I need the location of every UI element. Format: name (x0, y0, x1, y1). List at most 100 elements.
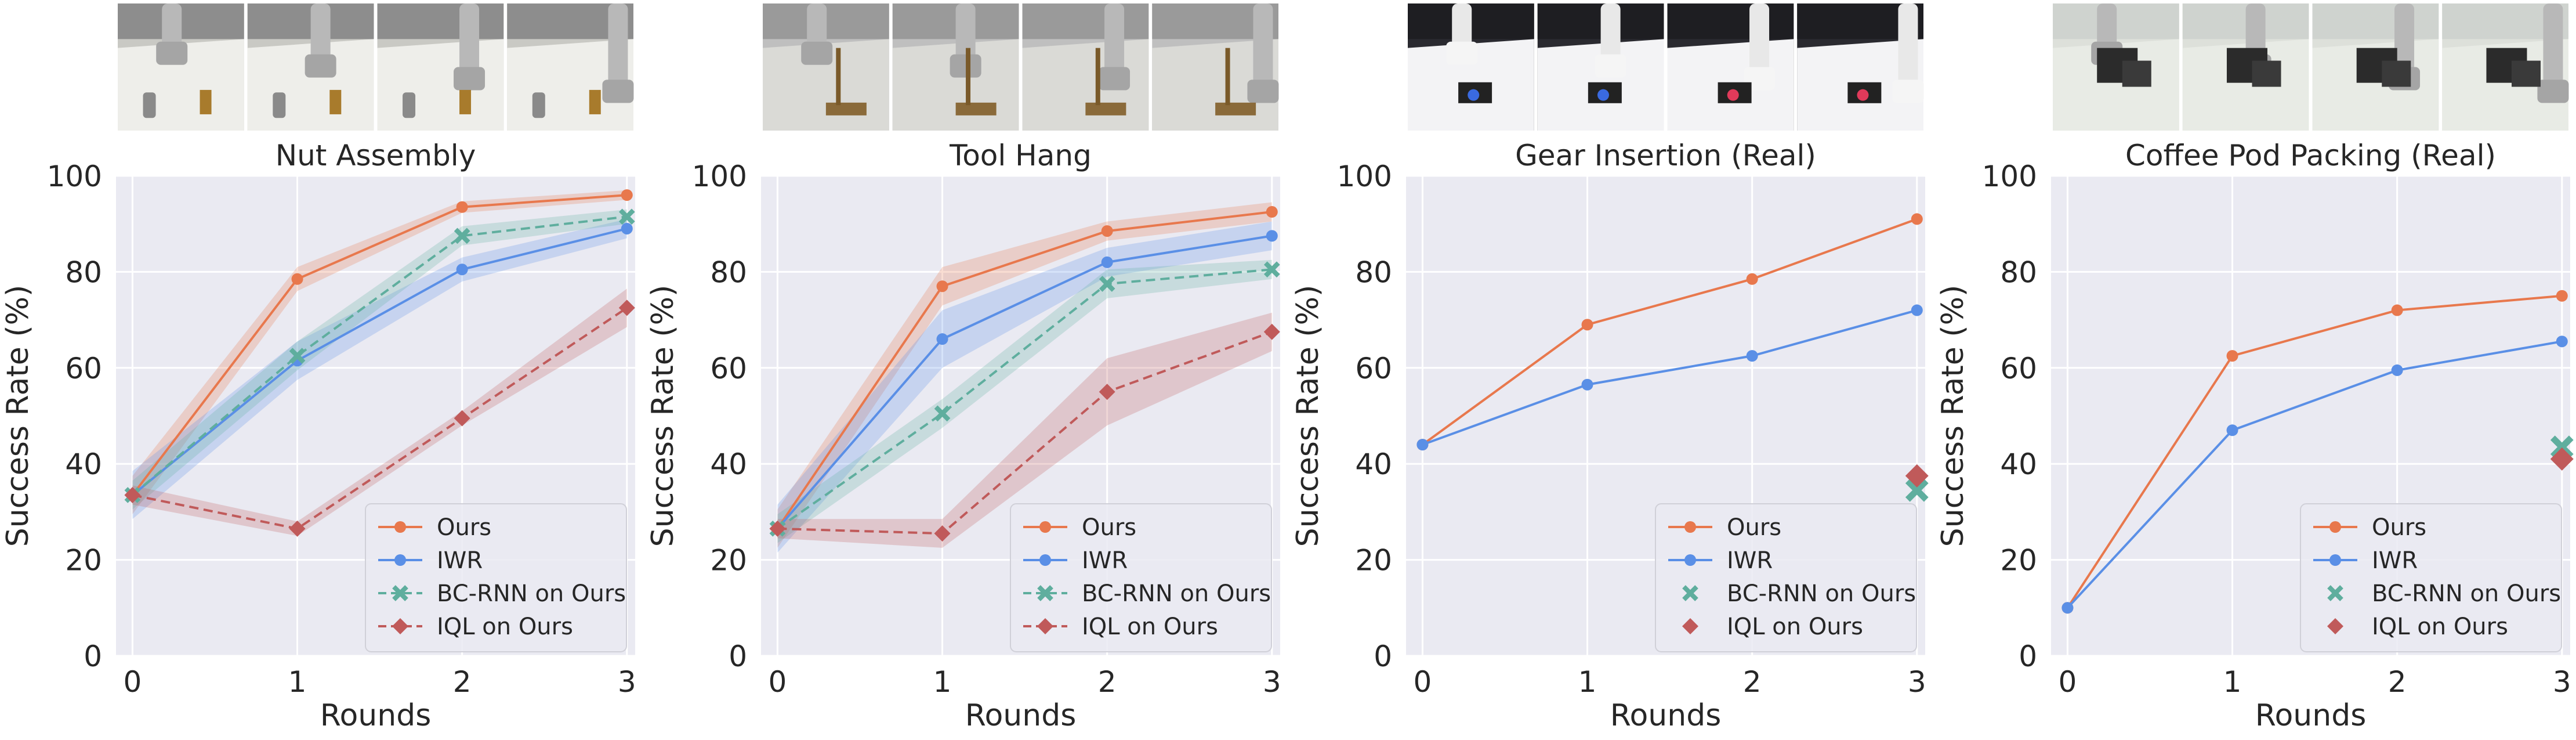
series-line (776, 234, 1273, 530)
y-tick-label: 60 (65, 352, 102, 385)
confidence-band (777, 221, 1272, 553)
thumbnail-image (763, 3, 889, 131)
chart-panel: 0 20 40 60 80 100 0 1 2 3 Tool Hang Rounds Success R… (646, 3, 1281, 733)
thumbnail-image (377, 3, 504, 131)
data-point (2550, 447, 2574, 471)
confidence-band (132, 190, 627, 515)
data-point (394, 521, 406, 533)
data-point (394, 554, 406, 566)
thumbnail-image (2053, 3, 2179, 131)
legend (2300, 503, 2562, 652)
series-line (132, 228, 628, 496)
thumbnail-robot-arm (2394, 3, 2415, 74)
thumbnail-image (507, 3, 634, 131)
data-point (1684, 554, 1696, 566)
x-tick-label: 1 (1578, 665, 1597, 699)
data-point (454, 410, 470, 427)
legend (365, 503, 627, 652)
y-tick-label: 100 (692, 160, 747, 193)
thumbnail-image (247, 3, 374, 131)
thumbnail-robot-arm (310, 3, 331, 61)
thumbnail-image (1797, 3, 1924, 131)
thumbnail-object (1727, 89, 1739, 101)
x-tick-label: 3 (1908, 665, 1926, 699)
thumbnail-robot-gripper (602, 80, 634, 103)
data-point (621, 189, 633, 201)
data-point (2329, 521, 2341, 533)
thumbnail-robot-arm (955, 3, 976, 61)
x-tick-label: 1 (288, 665, 307, 699)
legend-label: IQL on Ours (1082, 613, 1218, 640)
thumbnail-image (892, 3, 1019, 131)
thumbnail-object (2122, 60, 2151, 87)
series-line (777, 330, 1273, 535)
series-line (777, 268, 1272, 530)
series-line (132, 215, 628, 496)
x-tick-label: 2 (1743, 665, 1762, 699)
thumbnail-object (1857, 89, 1869, 101)
y-tick-label: 60 (2000, 352, 2037, 385)
y-tick-label: 80 (1355, 255, 1392, 289)
data-point (936, 333, 948, 345)
data-point (289, 348, 306, 364)
series-line (132, 306, 628, 530)
data-point (2327, 618, 2343, 634)
thumbnail-robot-arm (2245, 3, 2266, 61)
legend-label: IQL on Ours (437, 613, 573, 640)
confidence-band (777, 202, 1272, 548)
thumbnail-object (966, 48, 971, 106)
legend-label: IWR (2372, 547, 2418, 574)
thumbnail-robot-gripper (1446, 41, 1478, 65)
data-point (1101, 225, 1113, 237)
thumbnail-object (955, 102, 997, 115)
legend-label: IWR (1727, 547, 1773, 574)
data-point (1746, 273, 1758, 285)
thumbnail-robot-arm (1104, 3, 1125, 74)
y-tick-label: 20 (65, 544, 102, 577)
data-point (2391, 364, 2403, 376)
thumbnail-object (836, 48, 841, 106)
thumbnail-object (825, 102, 867, 115)
thumbnail-image (2182, 3, 2309, 131)
thumbnail-object (143, 92, 156, 118)
data-point (291, 273, 303, 285)
x-tick-label: 2 (2388, 665, 2407, 699)
legend-label: BC-RNN on Ours (2372, 580, 2561, 607)
confidence-band (132, 288, 627, 536)
legend-label: Ours (1727, 514, 1781, 541)
y-tick-label: 60 (710, 352, 747, 385)
data-point (1266, 206, 1278, 218)
x-tick-label: 3 (1263, 665, 1281, 699)
data-point (392, 585, 408, 601)
data-point (2226, 350, 2238, 362)
data-point (1266, 230, 1278, 242)
thumbnail-robot-arm (1253, 3, 1273, 86)
series-line (131, 194, 627, 496)
thumbnail-robot-gripper (2537, 80, 2569, 103)
y-tick-label: 100 (1337, 160, 1392, 193)
data-point (1911, 213, 1923, 225)
thumbnail-object (1597, 89, 1609, 101)
data-point (1101, 256, 1113, 268)
data-point (1037, 585, 1053, 601)
y-tick-label: 80 (65, 255, 102, 289)
data-point (1684, 521, 1696, 533)
y-tick-label: 80 (710, 255, 747, 289)
data-point (289, 520, 306, 537)
x-tick-label: 2 (453, 665, 472, 699)
legend (1655, 503, 1917, 652)
y-tick-label: 0 (729, 640, 747, 673)
data-point (456, 263, 468, 276)
x-tick-label: 0 (1414, 665, 1432, 699)
x-tick-label: 1 (2223, 665, 2242, 699)
data-point (769, 520, 786, 537)
data-point (2556, 335, 2568, 348)
x-tick-label: 3 (618, 665, 636, 699)
chart-title: Tool Hang (949, 139, 1092, 172)
data-point (392, 618, 408, 634)
x-tick-label: 0 (769, 665, 787, 699)
data-point (2391, 304, 2403, 316)
thumbnail-robot-gripper (801, 41, 833, 65)
y-tick-label: 20 (2000, 544, 2037, 577)
thumbnail-object (1085, 102, 1126, 115)
